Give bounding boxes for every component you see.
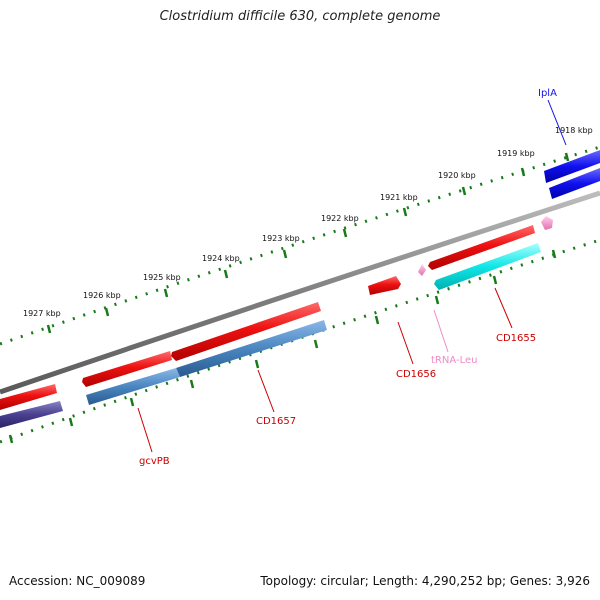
kbp-label: 1919 kbp <box>497 149 535 158</box>
gene-label-cd1655: CD1655 <box>496 333 536 344</box>
gene-label-cd1657: CD1657 <box>256 416 296 427</box>
trna-leu-leader-line <box>433 309 449 353</box>
cd1656-leader-line <box>397 321 414 365</box>
gene-label-cd1656: CD1656 <box>396 369 436 380</box>
kbp-label: 1924 kbp <box>202 254 240 263</box>
accession-text: Accession: NC_009089 <box>9 574 146 588</box>
map-title: Clostridium difficile 630, complete geno… <box>159 9 441 24</box>
gene-cd1655-forward <box>428 225 535 270</box>
gene-left-reverse <box>0 401 63 428</box>
kbp-label: 1918 kbp <box>555 126 593 135</box>
gene-cd1655-reverse <box>434 243 541 290</box>
gene-ipla-forward <box>544 150 600 183</box>
ipla-leader-line <box>547 99 567 146</box>
gene-gcvpb-forward <box>82 351 172 387</box>
kbp-label: 1923 kbp <box>262 234 300 243</box>
cd1655-leader-line <box>494 287 513 329</box>
gene-gcvpb-reverse <box>86 368 180 405</box>
trna-small-feature <box>541 216 553 230</box>
genome-summary-text: Topology: circular; Length: 4,290,252 bp… <box>260 574 590 588</box>
kbp-label: 1927 kbp <box>23 309 61 318</box>
gene-label-ipla: IplA <box>538 88 557 99</box>
gene-cd1657-reverse <box>176 320 327 377</box>
gene-label-trna-leu: tRNA-Leu <box>431 355 477 366</box>
gene-cd1657-forward <box>171 302 321 361</box>
outer-tick-ring <box>0 145 600 346</box>
gcvpb-leader-line <box>137 407 153 453</box>
genome-backbone <box>0 190 600 395</box>
kbp-label: 1922 kbp <box>321 214 359 223</box>
kbp-label: 1925 kbp <box>143 273 181 282</box>
cd1657-leader-line <box>257 369 275 413</box>
gene-ipla-reverse <box>549 168 600 199</box>
outer-major-ticks <box>46 152 570 334</box>
gene-label-gcvpb: gcvPB <box>139 456 170 467</box>
gene-cd1656-forward <box>368 276 401 295</box>
inner-major-ticks <box>8 249 557 444</box>
kbp-label: 1921 kbp <box>380 193 418 202</box>
gene-left-forward <box>0 384 57 410</box>
inner-tick-ring <box>0 238 600 444</box>
kbp-label: 1920 kbp <box>438 171 476 180</box>
kbp-label: 1926 kbp <box>83 291 121 300</box>
trna-leu-feature <box>418 264 426 276</box>
